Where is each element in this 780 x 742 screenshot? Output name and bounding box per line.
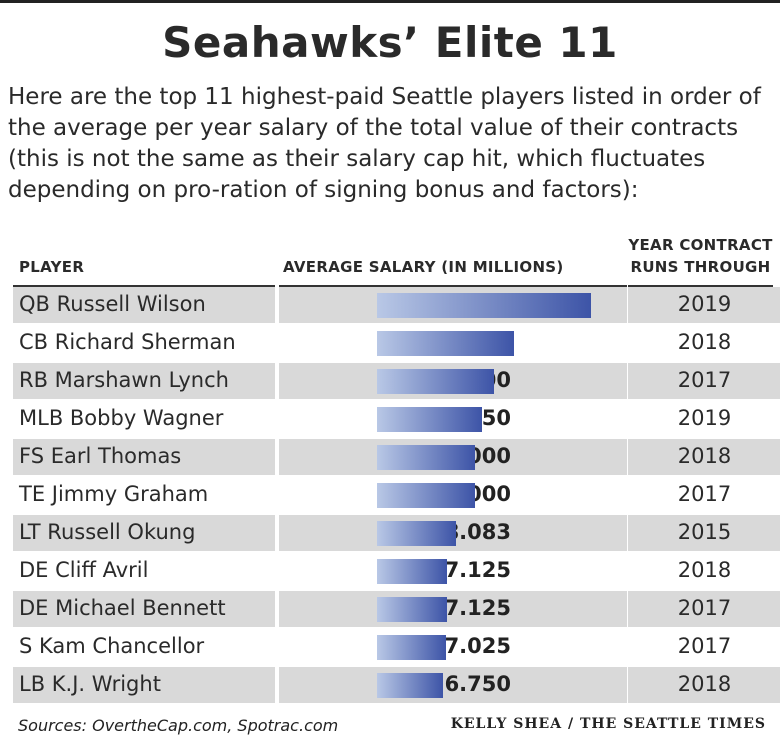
player-cell	[13, 363, 275, 399]
player-name: QB Russell Wilson	[19, 292, 206, 316]
year-cell	[628, 363, 780, 399]
salary-cell	[279, 591, 627, 627]
contract-year: 2018	[677, 330, 732, 354]
table-row: QB Russell Wilson$21.9002019	[13, 287, 780, 323]
player-name: MLB Bobby Wagner	[19, 406, 224, 430]
player-name: LT Russell Okung	[19, 520, 196, 544]
player-name: LB K.J. Wright	[19, 672, 161, 696]
player-cell	[13, 667, 275, 703]
salary-bar	[377, 559, 447, 584]
header-year-line1: YEAR CONTRACT	[628, 236, 773, 254]
header-year-line2: RUNS THROUGH	[630, 258, 771, 276]
salary-bar	[377, 331, 514, 356]
salary-value-label: 7.025	[444, 634, 511, 658]
contract-year: 2018	[677, 444, 732, 468]
header-rule-year	[628, 285, 773, 287]
chart-title: Seahawks’ Elite 11	[162, 18, 618, 67]
year-cell	[628, 667, 780, 703]
year-cell	[628, 287, 780, 323]
table-row: DE Cliff Avril 7.125 2018	[13, 553, 773, 589]
salary-bar	[377, 407, 482, 432]
table-row: LB K.J. Wright 6.750 2018	[13, 667, 780, 703]
source-note: Sources: OvertheCap.com, Spotrac.com	[18, 716, 339, 735]
player-cell	[13, 287, 275, 323]
table-row: DE Michael Bennett 7.125 2017	[13, 591, 780, 627]
contract-year: 2017	[677, 482, 732, 506]
contract-year: 2019	[677, 292, 732, 316]
contract-year: 2017	[677, 634, 732, 658]
player-name: DE Michael Bennett	[19, 596, 226, 620]
table-row: LT Russell Okung 8.083 2015	[13, 515, 780, 551]
salary-bar	[377, 521, 456, 546]
player-name: DE Cliff Avril	[19, 558, 149, 582]
contract-year: 2018	[677, 558, 732, 582]
salary-bar	[377, 293, 591, 318]
table-row: S Kam Chancellor 7.025 2017	[13, 629, 773, 665]
year-cell	[628, 515, 780, 551]
salary-bar	[377, 445, 475, 470]
player-name: CB Richard Sherman	[19, 330, 236, 354]
salary-cell	[279, 667, 627, 703]
salary-bar	[377, 369, 494, 394]
header-rule-salary	[279, 285, 627, 287]
table-row: RB Marshawn Lynch12.0002017	[13, 363, 780, 399]
table-row: TE Jimmy Graham10.0002017	[13, 477, 773, 513]
salary-value-label: 7.125	[444, 558, 511, 582]
player-name: S Kam Chancellor	[19, 634, 205, 658]
header-rule-player	[13, 285, 275, 287]
player-name: FS Earl Thomas	[19, 444, 182, 468]
top-rule	[0, 0, 780, 3]
player-cell	[13, 439, 275, 475]
player-name: TE Jimmy Graham	[19, 482, 209, 506]
header-player: PLAYER	[19, 258, 85, 276]
salary-bar	[377, 635, 446, 660]
table-row: CB Richard Sherman14.0002018	[13, 325, 773, 361]
salary-bar	[377, 483, 475, 508]
header-salary: AVERAGE SALARY (IN MILLIONS)	[283, 258, 564, 276]
table-row: MLB Bobby Wagner10.7502019	[13, 401, 773, 437]
salary-bar	[377, 597, 447, 622]
contract-year: 2019	[677, 406, 732, 430]
salary-bar	[377, 673, 443, 698]
intro-text: Here are the top 11 highest-paid Seattle…	[8, 84, 761, 203]
year-cell	[628, 591, 780, 627]
year-cell	[628, 439, 780, 475]
player-name: RB Marshawn Lynch	[19, 368, 229, 392]
player-cell	[13, 515, 275, 551]
table-row: FS Earl Thomas10.0002018	[13, 439, 780, 475]
contract-year: 2018	[677, 672, 732, 696]
contract-year: 2017	[677, 596, 732, 620]
contract-year: 2017	[677, 368, 732, 392]
credit-line: KELLY SHEA / THE SEATTLE TIMES	[450, 716, 766, 732]
player-cell	[13, 591, 275, 627]
salary-value-label: 7.125	[444, 596, 511, 620]
salary-value-label: 6.750	[444, 672, 511, 696]
contract-year: 2015	[677, 520, 732, 544]
